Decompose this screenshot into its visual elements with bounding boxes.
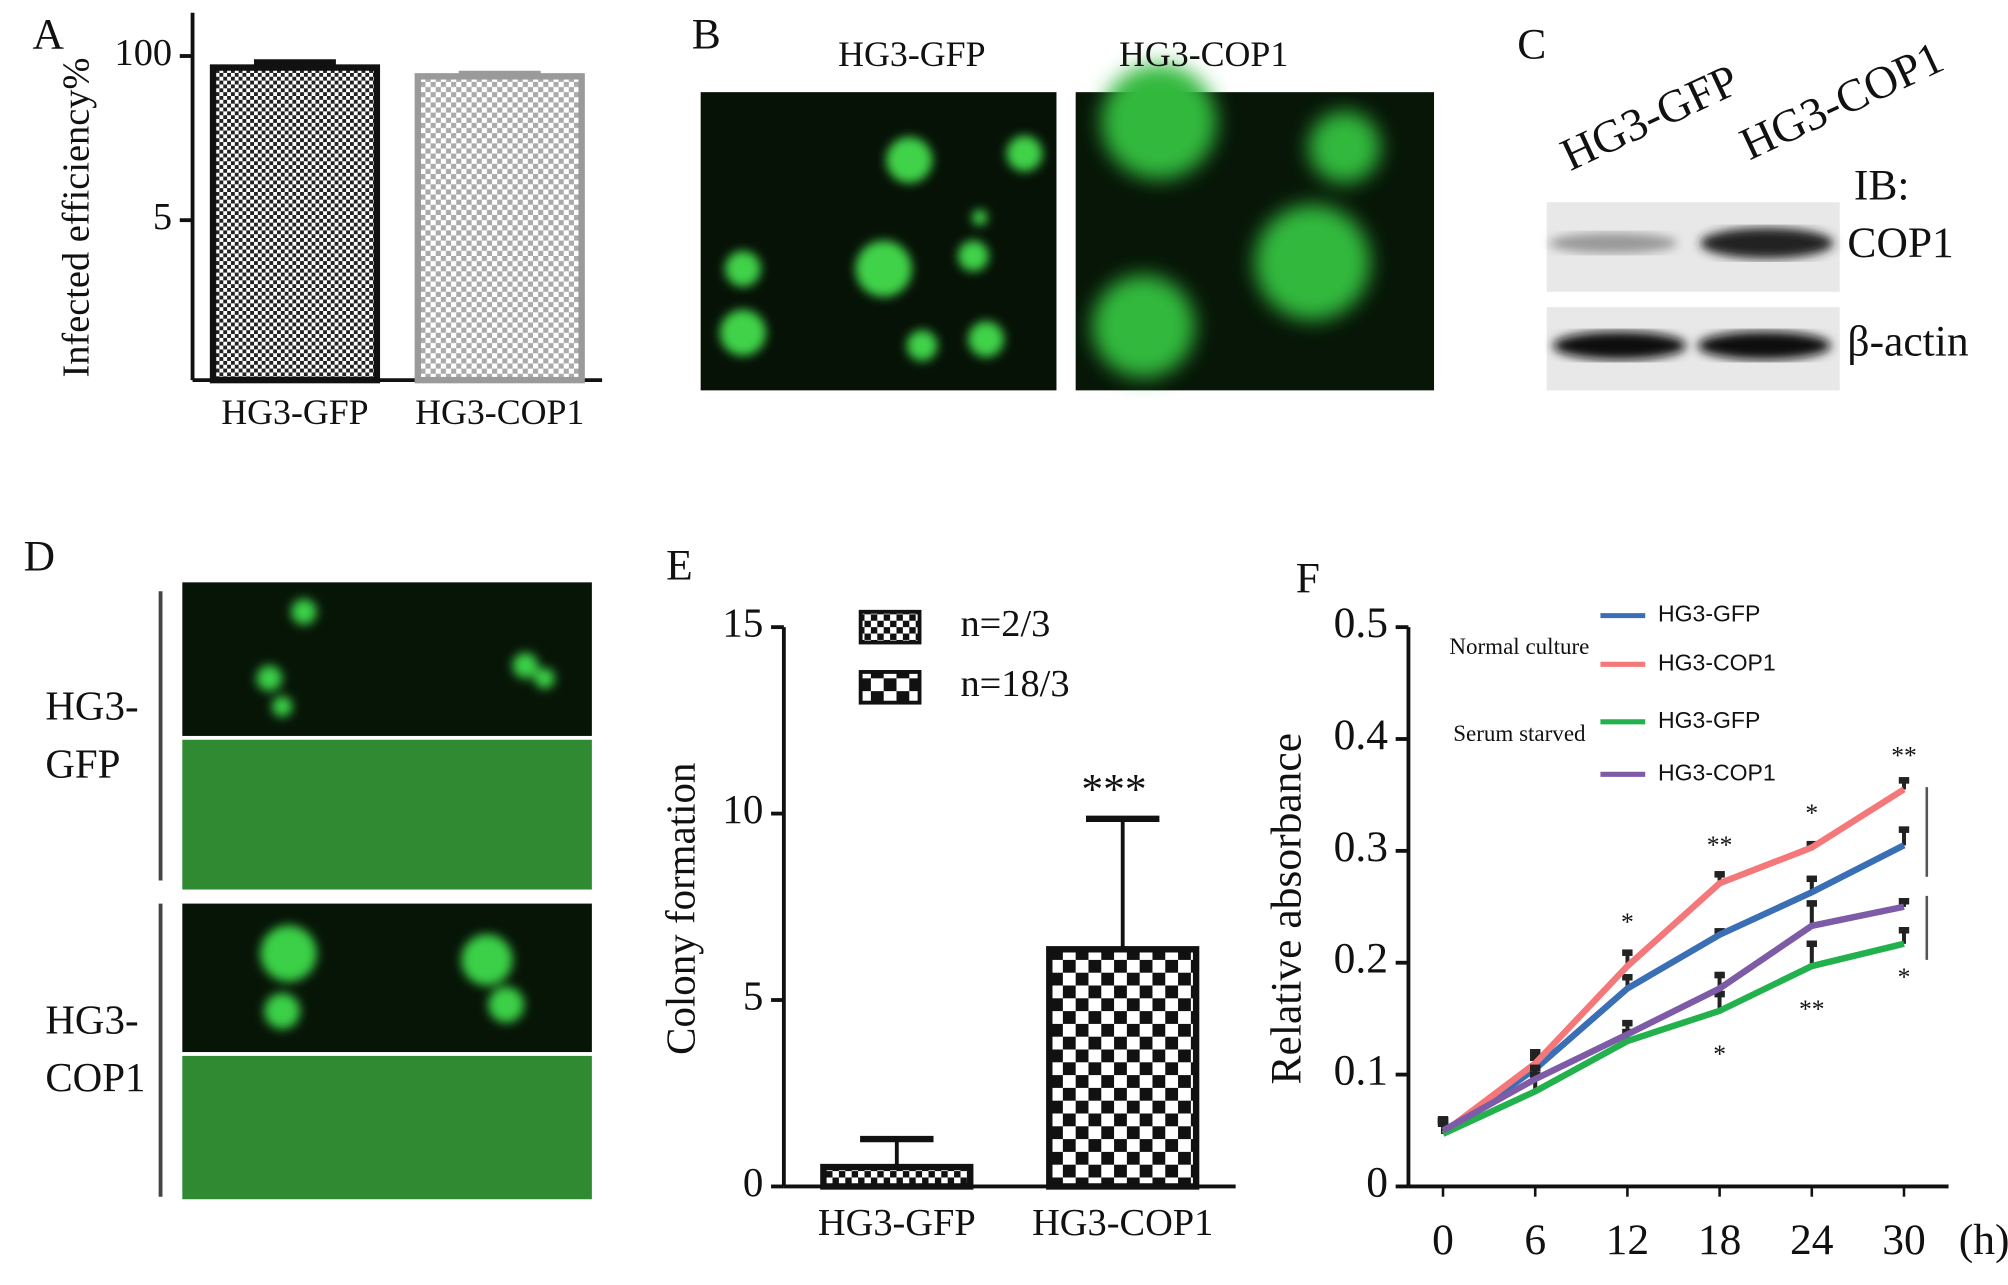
y-tick-label: 100 — [115, 32, 173, 74]
line — [1441, 842, 1906, 1136]
row-label: HG3- — [45, 684, 138, 729]
x-tick-label: 24 — [1790, 1216, 1834, 1264]
panel-letter: E — [666, 542, 693, 590]
x-tick-label: HG3-COP1 — [415, 392, 584, 432]
micrograph-b — [700, 63, 1435, 391]
annotation: ** — [1891, 741, 1917, 770]
panel-letter: C — [1517, 21, 1546, 69]
legend-label: HG3-COP1 — [1658, 759, 1776, 785]
y-tick-label: 5 — [153, 196, 172, 238]
y-tick-label: 10 — [722, 787, 763, 832]
x-tick-label: 6 — [1524, 1216, 1546, 1264]
legend-label: HG3-GFP — [1658, 707, 1760, 733]
panel-letter: F — [1296, 554, 1320, 602]
x-tick-label: 18 — [1698, 1216, 1742, 1264]
y-tick-label: 0.2 — [1334, 935, 1388, 983]
line — [1441, 786, 1906, 1136]
legend-swatch — [858, 670, 922, 705]
bar — [1046, 946, 1200, 1190]
y-tick-label: 0.3 — [1334, 823, 1388, 871]
y-tick-label: 0 — [743, 1160, 763, 1205]
image-label: HG3-COP1 — [1119, 34, 1288, 74]
band-label: β-actin — [1847, 318, 1968, 366]
panel-letter: A — [33, 10, 65, 58]
panel-letter: D — [24, 533, 55, 581]
legend-label: HG3-COP1 — [1658, 649, 1776, 675]
bar — [820, 1163, 974, 1190]
line — [1441, 940, 1905, 1137]
line — [1441, 903, 1905, 1134]
y-tick-label: 5 — [743, 973, 763, 1018]
image-label: HG3-GFP — [838, 34, 985, 74]
band-label: COP1 — [1847, 219, 1953, 267]
legend-label: n=2/3 — [960, 603, 1050, 645]
x-tick-label: 12 — [1606, 1216, 1650, 1264]
row-label: GFP — [45, 741, 120, 786]
western-blot — [1546, 202, 1840, 391]
y-tick-label: 0.4 — [1334, 711, 1389, 759]
row-label: HG3- — [45, 997, 138, 1042]
x-tick-label: 30 — [1882, 1216, 1926, 1264]
legend-group: Serum starved — [1453, 720, 1586, 746]
legend-swatch — [858, 609, 922, 645]
ib-label: IB: — [1854, 161, 1910, 209]
bar — [209, 64, 381, 384]
annotation: * — [1621, 907, 1634, 936]
bar — [414, 73, 585, 384]
annotation: ** — [1799, 994, 1825, 1023]
annotation: * — [1805, 798, 1818, 827]
micrograph-d — [158, 582, 592, 1200]
y-axis-label: Infected efficiency% — [56, 58, 98, 378]
panel-letter: B — [692, 10, 721, 58]
y-tick-label: 15 — [722, 601, 763, 646]
lane-label: HG3-COP1 — [1732, 31, 1951, 169]
y-axis-label: Colony formation — [659, 763, 704, 1055]
y-tick-label: 0 — [1366, 1158, 1388, 1206]
legend-label: HG3-GFP — [1658, 601, 1760, 627]
lane-label: HG3-GFP — [1553, 54, 1746, 180]
annotation: *** — [1081, 766, 1146, 814]
y-axis-label: Relative absorbance — [1263, 733, 1311, 1084]
row-label: COP1 — [45, 1055, 145, 1100]
x-tick-label: HG3-GFP — [818, 1202, 976, 1244]
x-axis-label: (h) — [1959, 1216, 2008, 1264]
x-tick-label: 0 — [1432, 1216, 1454, 1264]
x-tick-label: HG3-GFP — [221, 392, 368, 432]
y-tick-label: 0.5 — [1334, 599, 1388, 647]
legend-label: n=18/3 — [960, 663, 1069, 705]
annotation: * — [1713, 1039, 1726, 1068]
annotation: ** — [1707, 830, 1733, 859]
y-tick-label: 0.1 — [1334, 1047, 1388, 1095]
legend-group: Normal culture — [1449, 633, 1589, 659]
annotation: * — [1898, 962, 1911, 991]
x-tick-label: HG3-COP1 — [1032, 1202, 1213, 1244]
